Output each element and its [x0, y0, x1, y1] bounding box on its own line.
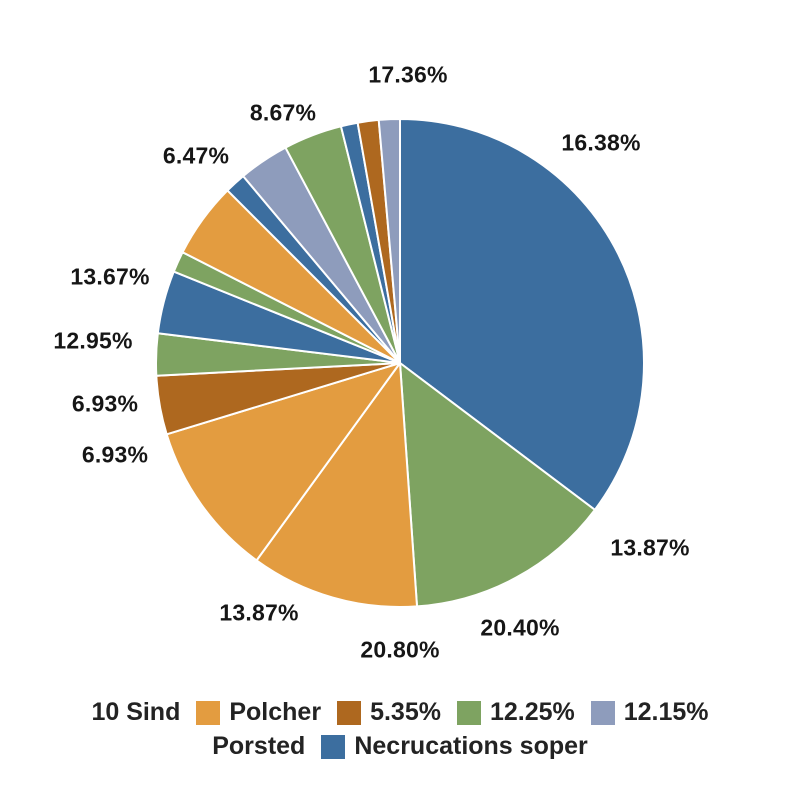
legend-label: Necrucations soper — [354, 732, 588, 760]
legend-row: 10 Sind Polcher 5.35% 12.25% 12.15% — [91, 698, 708, 727]
legend-item: 10 Sind — [91, 698, 180, 727]
legend-swatch — [456, 700, 481, 725]
slice-label: 13.87% — [610, 534, 690, 561]
legend-swatch — [337, 700, 362, 725]
legend-swatch — [590, 700, 615, 725]
slice-label: 13.87% — [219, 599, 299, 626]
legend-swatch — [321, 734, 346, 759]
slice-label: 16.38% — [561, 129, 641, 156]
legend-item: Porsted — [212, 732, 305, 761]
pie-slice — [377, 118, 401, 364]
legend-label: 12.15% — [623, 698, 709, 726]
legend-label: 10 Sind — [91, 698, 181, 726]
slice-label: 6.47% — [162, 142, 230, 169]
pie-slice — [165, 362, 401, 562]
slice-label: 20.80% — [360, 636, 440, 663]
legend-row: Porsted Necrucations soper — [212, 732, 588, 761]
legend-item: Necrucations soper — [321, 732, 588, 761]
legend-label: 5.35% — [370, 698, 441, 726]
slice-label: 13.67% — [70, 263, 150, 290]
pie-slice — [399, 362, 596, 608]
slice-label: 20.40% — [480, 614, 560, 641]
slice-label: 12.95% — [53, 327, 133, 354]
slice-label: 8.67% — [249, 99, 317, 126]
legend-item: 12.15% — [590, 698, 709, 727]
slice-label: 6.93% — [71, 390, 139, 417]
legend-swatch — [196, 700, 221, 725]
pie-slice — [255, 362, 419, 608]
legend-item: Polcher — [196, 698, 321, 727]
legend-label: 12.25% — [489, 698, 575, 726]
legend-label: Polcher — [229, 698, 322, 726]
pie-slice — [399, 118, 645, 511]
legend: 10 Sind Polcher 5.35% 12.25% 12.15% Porsted Ne… — [0, 698, 800, 761]
slice-label: 17.36% — [368, 61, 448, 88]
legend-label: Porsted — [212, 732, 306, 760]
legend-item: 5.35% — [337, 698, 441, 727]
slice-label: 6.93% — [81, 441, 149, 468]
legend-item: 12.25% — [456, 698, 575, 727]
